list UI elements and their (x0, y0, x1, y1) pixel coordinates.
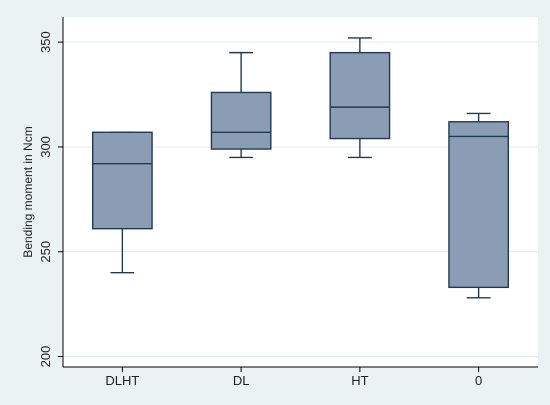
y-tick-label-300: 300 (38, 136, 53, 158)
x-tick-label-DL: DL (233, 373, 250, 388)
iqr-box-DL (210, 91, 272, 150)
box-DL (210, 51, 272, 159)
box-HT (329, 37, 391, 159)
x-tick-label-HT: HT (351, 373, 368, 388)
iqr-box-DLHT (91, 131, 153, 230)
y-tick-label-250: 250 (38, 241, 53, 263)
box-0 (448, 112, 510, 299)
y-tick-label-350: 350 (38, 31, 53, 53)
x-tick-label-0: 0 (475, 373, 482, 388)
y-axis-ticks: 200 250 300 350 (38, 31, 63, 367)
x-axis-ticks: DLHT DL HT 0 (105, 367, 482, 388)
y-axis-title: Bending moment in Ncm (21, 126, 35, 257)
iqr-box-HT (329, 51, 391, 140)
y-tick-label-200: 200 (38, 346, 53, 368)
x-tick-label-DLHT: DLHT (105, 373, 139, 388)
iqr-box-0 (448, 121, 510, 289)
boxes (91, 37, 510, 299)
box-DLHT (91, 131, 153, 274)
